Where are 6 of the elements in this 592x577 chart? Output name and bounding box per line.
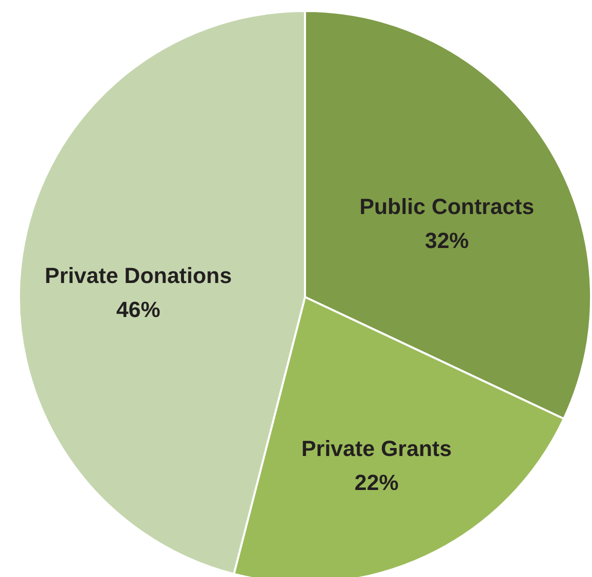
data-label: 32%: [424, 228, 469, 253]
slice-label: Public Contracts: [359, 194, 534, 219]
slice-label: Private Grants: [301, 436, 452, 462]
slice-label: Private Donations: [44, 262, 232, 288]
data-label: 22%: [354, 470, 399, 496]
data-label: 46%: [116, 296, 160, 322]
